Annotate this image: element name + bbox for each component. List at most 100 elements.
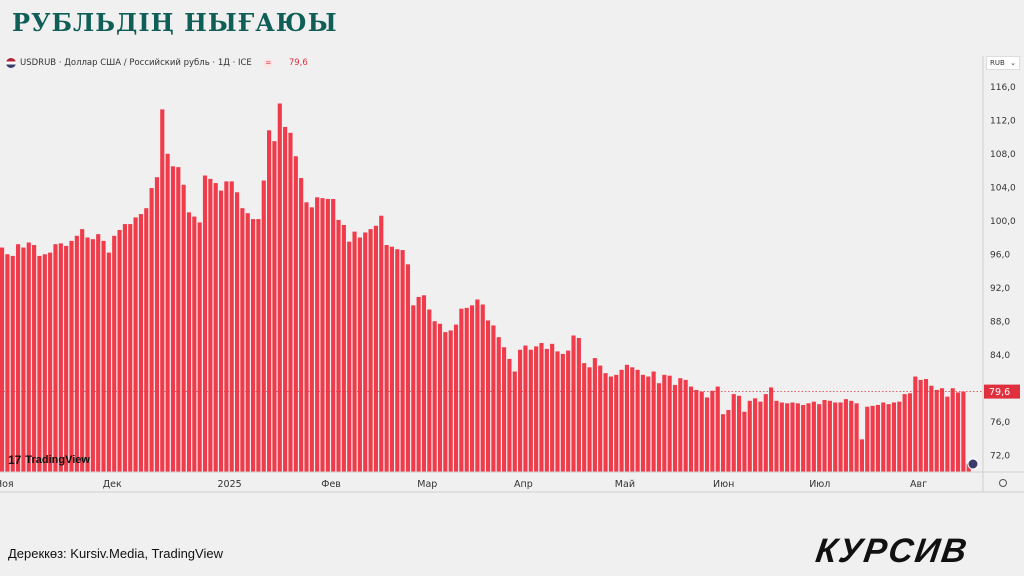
bar: [726, 410, 731, 472]
currency-select[interactable]: RUB ⌄: [986, 56, 1020, 70]
bar: [363, 232, 368, 472]
bar: [475, 299, 480, 472]
bar: [149, 188, 154, 472]
bar: [560, 353, 565, 472]
ticker-label: USDRUB · Доллар США / Российский рубль ·…: [20, 58, 252, 68]
bar: [833, 402, 838, 472]
bar: [827, 400, 832, 472]
bar: [229, 181, 234, 472]
bar: [154, 177, 160, 472]
y-tick-label: 92,0: [990, 284, 1010, 294]
bar: [769, 387, 774, 472]
bar: [688, 386, 694, 472]
bar: [288, 132, 293, 472]
bar: [256, 219, 261, 472]
bar: [838, 402, 843, 472]
bar: [69, 240, 74, 472]
bar: [710, 390, 715, 472]
bar: [261, 180, 266, 473]
bar: [443, 332, 448, 472]
bar: [523, 345, 528, 472]
bar: [389, 246, 395, 472]
bar: [170, 166, 176, 472]
bar: [715, 386, 720, 472]
bar: [865, 406, 870, 472]
bar: [902, 394, 907, 472]
bar: [176, 167, 181, 472]
y-tick-label: 76,0: [990, 418, 1010, 428]
bar: [544, 348, 549, 472]
bar: [859, 439, 864, 472]
bar: [646, 376, 651, 472]
settings-gear-icon[interactable]: [999, 479, 1007, 487]
x-tick-label: Июн: [713, 479, 734, 490]
bar: [774, 400, 779, 472]
ticker-legend[interactable]: USDRUB · Доллар США / Российский рубль ·…: [6, 58, 308, 68]
bar: [341, 224, 346, 472]
bar: [662, 374, 667, 472]
bar: [400, 250, 405, 472]
bar: [373, 225, 378, 472]
bar: [213, 183, 218, 472]
bar: [437, 323, 443, 472]
bar: [240, 208, 245, 472]
kursiv-logo: КУРСИВ: [813, 532, 971, 570]
bar: [160, 109, 165, 473]
bar: [453, 324, 459, 472]
bar: [870, 405, 875, 472]
bar: [133, 217, 138, 472]
bar: [224, 181, 229, 472]
bar: [550, 343, 555, 472]
bar: [496, 337, 501, 472]
bar: [619, 369, 624, 472]
x-tick-label: Авг: [910, 479, 927, 490]
bar: [737, 395, 742, 472]
bar: [731, 394, 736, 472]
bar: [518, 349, 523, 472]
bar: [795, 403, 800, 472]
bar: [395, 249, 400, 472]
bar: [315, 197, 320, 473]
bar: [678, 378, 683, 472]
ticker-last-value: 79,6: [288, 58, 308, 68]
bar: [272, 141, 277, 472]
us-flag-marker-icon: [967, 458, 979, 470]
bar: [202, 175, 208, 472]
bar: [90, 239, 95, 472]
x-tick-label: Фев: [321, 479, 341, 490]
bar: [945, 396, 950, 473]
bar: [432, 321, 437, 472]
bar: [32, 245, 37, 472]
chevron-down-icon: ⌄: [1010, 59, 1016, 67]
bar: [512, 371, 517, 472]
bar: [26, 242, 31, 472]
bar: [630, 367, 635, 472]
page-title: РУБЛЬДІҢ НЫҒАЮЫ: [12, 8, 338, 37]
bar: [122, 224, 127, 472]
bar: [635, 369, 640, 472]
bar: [598, 365, 603, 472]
source-note: Дереккөз: Kursiv.Media, TradingView: [8, 546, 223, 561]
bar: [411, 305, 416, 472]
bar: [779, 402, 784, 472]
bar: [48, 252, 53, 472]
bar: [683, 379, 688, 473]
bar: [763, 394, 768, 472]
bar: [817, 404, 822, 472]
bar: [5, 254, 10, 472]
y-tick-label: 100,0: [990, 217, 1016, 227]
y-tick-label: 112,0: [990, 116, 1016, 126]
bar: [502, 347, 507, 472]
bar: [849, 400, 854, 472]
bar: [336, 219, 341, 472]
bar: [304, 202, 309, 472]
bar: [907, 393, 913, 472]
bar: [955, 392, 961, 472]
bar: [53, 244, 58, 472]
bar: [528, 349, 533, 472]
bar: [379, 215, 384, 473]
y-tick-label: 96,0: [990, 250, 1010, 260]
y-tick-label: 88,0: [990, 317, 1010, 327]
bar: [491, 325, 496, 472]
last-price-badge: [984, 384, 1020, 399]
